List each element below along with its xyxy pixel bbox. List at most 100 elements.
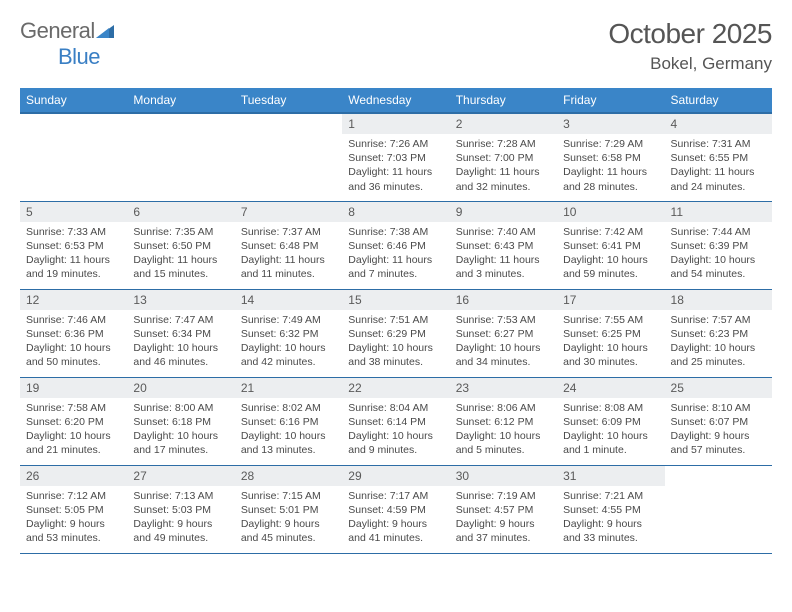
calendar-cell: 5Sunrise: 7:33 AMSunset: 6:53 PMDaylight…	[20, 201, 127, 289]
day-details: Sunrise: 7:19 AMSunset: 4:57 PMDaylight:…	[450, 486, 557, 548]
daylight-a: Daylight: 10 hours	[671, 253, 766, 267]
day-number	[127, 114, 234, 134]
calendar-cell: 19Sunrise: 7:58 AMSunset: 6:20 PMDayligh…	[20, 377, 127, 465]
day-number: 1	[342, 114, 449, 134]
calendar-row: 19Sunrise: 7:58 AMSunset: 6:20 PMDayligh…	[20, 377, 772, 465]
calendar-cell	[665, 465, 772, 553]
weekday-header: Wednesday	[342, 88, 449, 113]
sunset: Sunset: 6:53 PM	[26, 239, 121, 253]
daylight-a: Daylight: 10 hours	[133, 341, 228, 355]
daylight-a: Daylight: 11 hours	[348, 165, 443, 179]
calendar-cell: 31Sunrise: 7:21 AMSunset: 4:55 PMDayligh…	[557, 465, 664, 553]
calendar-cell: 7Sunrise: 7:37 AMSunset: 6:48 PMDaylight…	[235, 201, 342, 289]
sunrise: Sunrise: 7:33 AM	[26, 225, 121, 239]
calendar-cell: 1Sunrise: 7:26 AMSunset: 7:03 PMDaylight…	[342, 113, 449, 201]
day-number: 4	[665, 114, 772, 134]
day-number: 20	[127, 378, 234, 398]
day-number: 12	[20, 290, 127, 310]
weekday-header: Monday	[127, 88, 234, 113]
daylight-a: Daylight: 9 hours	[241, 517, 336, 531]
daylight-b: and 37 minutes.	[456, 531, 551, 545]
daylight-b: and 33 minutes.	[563, 531, 658, 545]
sunrise: Sunrise: 7:28 AM	[456, 137, 551, 151]
daylight-a: Daylight: 9 hours	[671, 429, 766, 443]
calendar-row: 26Sunrise: 7:12 AMSunset: 5:05 PMDayligh…	[20, 465, 772, 553]
sunrise: Sunrise: 7:17 AM	[348, 489, 443, 503]
daylight-a: Daylight: 11 hours	[26, 253, 121, 267]
daylight-b: and 46 minutes.	[133, 355, 228, 369]
day-details: Sunrise: 7:38 AMSunset: 6:46 PMDaylight:…	[342, 222, 449, 284]
daylight-b: and 49 minutes.	[133, 531, 228, 545]
sunrise: Sunrise: 8:06 AM	[456, 401, 551, 415]
daylight-b: and 3 minutes.	[456, 267, 551, 281]
sunset: Sunset: 6:14 PM	[348, 415, 443, 429]
day-details: Sunrise: 8:00 AMSunset: 6:18 PMDaylight:…	[127, 398, 234, 460]
sunset: Sunset: 5:05 PM	[26, 503, 121, 517]
sunset: Sunset: 6:41 PM	[563, 239, 658, 253]
daylight-a: Daylight: 10 hours	[348, 341, 443, 355]
weekday-header: Saturday	[665, 88, 772, 113]
sunset: Sunset: 6:18 PM	[133, 415, 228, 429]
day-number	[235, 114, 342, 134]
day-number: 23	[450, 378, 557, 398]
calendar-table: SundayMondayTuesdayWednesdayThursdayFrid…	[20, 88, 772, 554]
calendar-row: 5Sunrise: 7:33 AMSunset: 6:53 PMDaylight…	[20, 201, 772, 289]
daylight-a: Daylight: 10 hours	[456, 429, 551, 443]
day-details: Sunrise: 7:53 AMSunset: 6:27 PMDaylight:…	[450, 310, 557, 372]
day-details: Sunrise: 7:15 AMSunset: 5:01 PMDaylight:…	[235, 486, 342, 548]
daylight-a: Daylight: 10 hours	[133, 429, 228, 443]
sunrise: Sunrise: 7:46 AM	[26, 313, 121, 327]
sunset: Sunset: 4:55 PM	[563, 503, 658, 517]
daylight-a: Daylight: 9 hours	[563, 517, 658, 531]
daylight-a: Daylight: 11 hours	[456, 165, 551, 179]
day-details: Sunrise: 7:57 AMSunset: 6:23 PMDaylight:…	[665, 310, 772, 372]
sunrise: Sunrise: 7:38 AM	[348, 225, 443, 239]
calendar-cell: 14Sunrise: 7:49 AMSunset: 6:32 PMDayligh…	[235, 289, 342, 377]
calendar-cell: 28Sunrise: 7:15 AMSunset: 5:01 PMDayligh…	[235, 465, 342, 553]
day-number: 6	[127, 202, 234, 222]
day-number: 22	[342, 378, 449, 398]
sunrise: Sunrise: 8:10 AM	[671, 401, 766, 415]
daylight-a: Daylight: 10 hours	[26, 341, 121, 355]
daylight-b: and 24 minutes.	[671, 180, 766, 194]
calendar-cell: 13Sunrise: 7:47 AMSunset: 6:34 PMDayligh…	[127, 289, 234, 377]
sunset: Sunset: 6:07 PM	[671, 415, 766, 429]
day-details: Sunrise: 7:46 AMSunset: 6:36 PMDaylight:…	[20, 310, 127, 372]
day-number: 18	[665, 290, 772, 310]
sunrise: Sunrise: 7:49 AM	[241, 313, 336, 327]
daylight-a: Daylight: 9 hours	[456, 517, 551, 531]
logo-word1: General	[20, 18, 95, 43]
calendar-cell	[235, 113, 342, 201]
month-title: October 2025	[608, 18, 772, 50]
sunset: Sunset: 4:59 PM	[348, 503, 443, 517]
sunrise: Sunrise: 7:12 AM	[26, 489, 121, 503]
daylight-a: Daylight: 11 hours	[241, 253, 336, 267]
sunrise: Sunrise: 7:15 AM	[241, 489, 336, 503]
day-number: 10	[557, 202, 664, 222]
daylight-b: and 9 minutes.	[348, 443, 443, 457]
daylight-a: Daylight: 11 hours	[671, 165, 766, 179]
day-details: Sunrise: 7:47 AMSunset: 6:34 PMDaylight:…	[127, 310, 234, 372]
sunrise: Sunrise: 8:02 AM	[241, 401, 336, 415]
daylight-b: and 38 minutes.	[348, 355, 443, 369]
day-number: 9	[450, 202, 557, 222]
calendar-cell: 15Sunrise: 7:51 AMSunset: 6:29 PMDayligh…	[342, 289, 449, 377]
sunrise: Sunrise: 7:40 AM	[456, 225, 551, 239]
calendar-cell: 27Sunrise: 7:13 AMSunset: 5:03 PMDayligh…	[127, 465, 234, 553]
sunrise: Sunrise: 7:13 AM	[133, 489, 228, 503]
sunset: Sunset: 6:58 PM	[563, 151, 658, 165]
logo-triangle-icon	[96, 18, 114, 44]
daylight-b: and 34 minutes.	[456, 355, 551, 369]
calendar-cell: 23Sunrise: 8:06 AMSunset: 6:12 PMDayligh…	[450, 377, 557, 465]
daylight-a: Daylight: 9 hours	[348, 517, 443, 531]
sunrise: Sunrise: 7:19 AM	[456, 489, 551, 503]
calendar-cell: 25Sunrise: 8:10 AMSunset: 6:07 PMDayligh…	[665, 377, 772, 465]
day-number: 19	[20, 378, 127, 398]
daylight-b: and 21 minutes.	[26, 443, 121, 457]
day-number: 29	[342, 466, 449, 486]
sunset: Sunset: 6:16 PM	[241, 415, 336, 429]
day-details: Sunrise: 8:06 AMSunset: 6:12 PMDaylight:…	[450, 398, 557, 460]
day-number: 2	[450, 114, 557, 134]
day-number: 11	[665, 202, 772, 222]
daylight-b: and 59 minutes.	[563, 267, 658, 281]
